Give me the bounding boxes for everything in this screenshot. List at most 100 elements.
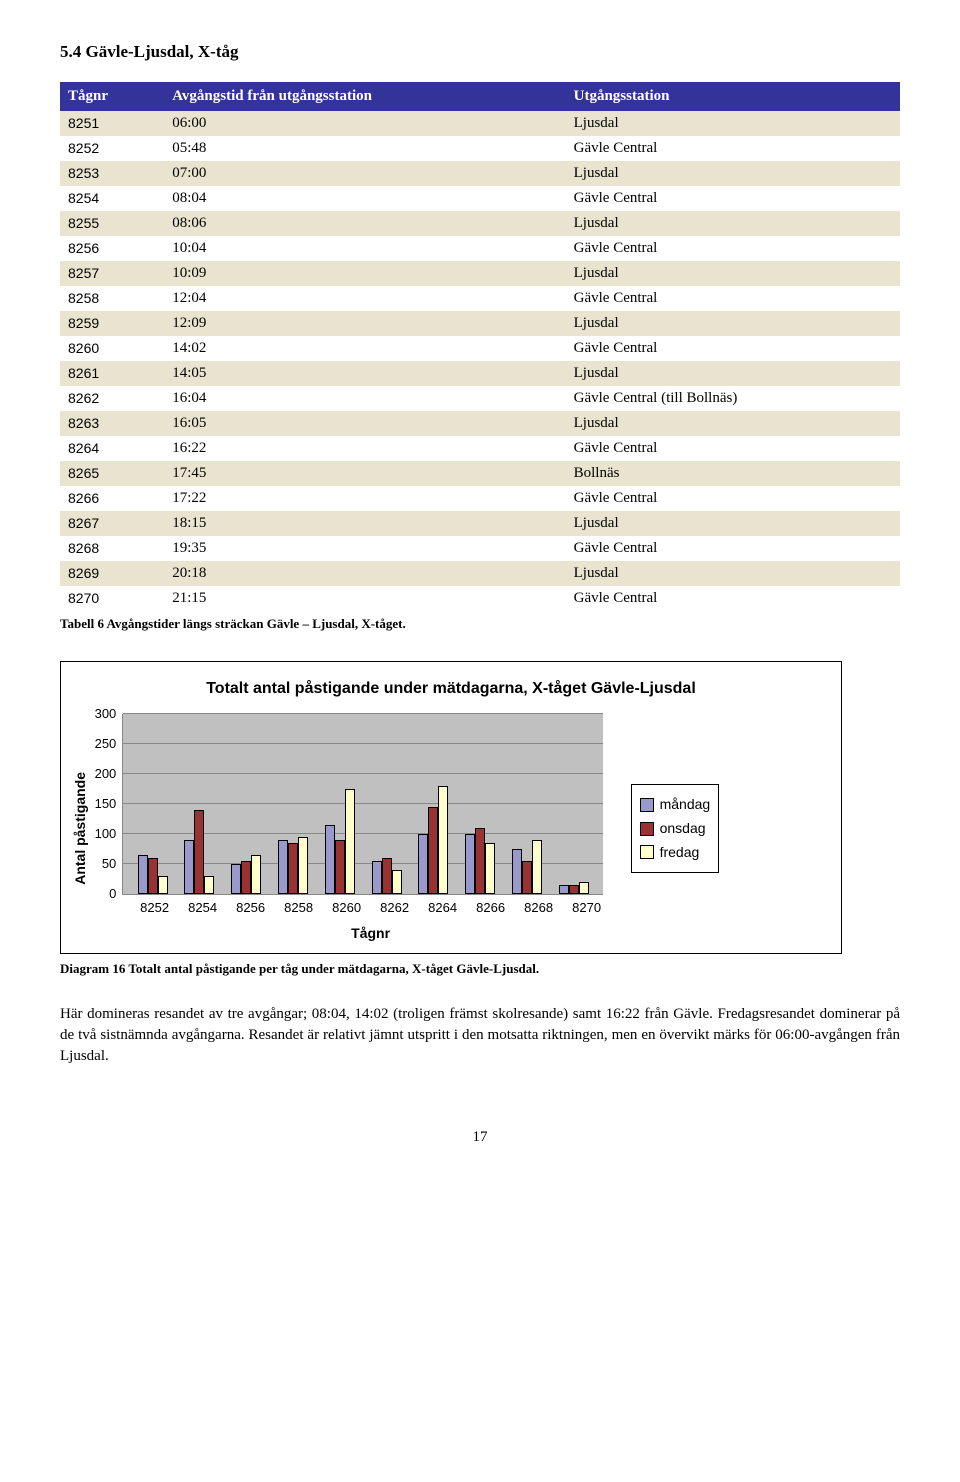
cell-station: Gävle Central [566, 436, 900, 461]
legend-item: måndag [640, 795, 711, 815]
cell-tagnr: 8260 [60, 336, 164, 361]
bar [298, 837, 308, 894]
table-row: 825610:04Gävle Central [60, 236, 900, 261]
cell-tagnr: 8267 [60, 511, 164, 536]
legend-label: fredag [660, 843, 700, 863]
table-row: 826920:18Ljusdal [60, 561, 900, 586]
bar [251, 855, 261, 894]
legend-label: måndag [660, 795, 711, 815]
cell-time: 18:15 [164, 511, 565, 536]
bar [418, 834, 428, 894]
cell-station: Gävle Central [566, 236, 900, 261]
bar [204, 876, 214, 894]
bar [278, 840, 288, 894]
table-row: 827021:15Gävle Central [60, 586, 900, 611]
section-title: 5.4 Gävle-Ljusdal, X-tåg [60, 40, 900, 64]
bar-group [184, 810, 214, 894]
bar [335, 840, 345, 894]
table-row: 826617:22Gävle Central [60, 486, 900, 511]
x-tick-label: 8252 [140, 899, 169, 917]
bar [532, 840, 542, 894]
table-row: 826316:05Ljusdal [60, 411, 900, 436]
bar [438, 786, 448, 894]
table-row: 826014:02Gävle Central [60, 336, 900, 361]
cell-tagnr: 8268 [60, 536, 164, 561]
bar [184, 840, 194, 894]
cell-station: Gävle Central [566, 286, 900, 311]
bar [392, 870, 402, 894]
x-ticks: 8252825482568258826082628264826682688270 [125, 895, 617, 917]
cell-station: Gävle Central [566, 536, 900, 561]
table-row: 825912:09Ljusdal [60, 311, 900, 336]
cell-time: 08:06 [164, 211, 565, 236]
bar [148, 858, 158, 894]
bar [345, 789, 355, 894]
legend-swatch [640, 798, 654, 812]
cell-time: 16:22 [164, 436, 565, 461]
bar [241, 861, 251, 894]
x-tick-label: 8258 [284, 899, 313, 917]
bar [372, 861, 382, 894]
table-row: 826216:04Gävle Central (till Bollnäs) [60, 386, 900, 411]
bar [465, 834, 475, 894]
cell-tagnr: 8266 [60, 486, 164, 511]
cell-time: 05:48 [164, 136, 565, 161]
cell-station: Ljusdal [566, 111, 900, 136]
yaxis-label: Antal påstigande [71, 772, 91, 885]
cell-station: Gävle Central [566, 186, 900, 211]
cell-station: Bollnäs [566, 461, 900, 486]
table-row: 825408:04Gävle Central [60, 186, 900, 211]
x-tick-label: 8270 [572, 899, 601, 917]
table-row: 826819:35Gävle Central [60, 536, 900, 561]
legend-item: onsdag [640, 819, 711, 839]
table-row: 825710:09Ljusdal [60, 261, 900, 286]
cell-time: 20:18 [164, 561, 565, 586]
cell-time: 14:02 [164, 336, 565, 361]
cell-tagnr: 8264 [60, 436, 164, 461]
legend-swatch [640, 845, 654, 859]
bar [138, 855, 148, 894]
bar [325, 825, 335, 894]
cell-tagnr: 8252 [60, 136, 164, 161]
bar [194, 810, 204, 894]
chart-caption: Diagram 16 Totalt antal påstigande per t… [60, 960, 900, 978]
bar-group [372, 858, 402, 894]
bar-group [418, 786, 448, 894]
cell-tagnr: 8270 [60, 586, 164, 611]
body-paragraph: Här domineras resandet av tre avgångar; … [60, 1004, 900, 1067]
bar [475, 828, 485, 894]
x-tick-label: 8256 [236, 899, 265, 917]
cell-tagnr: 8256 [60, 236, 164, 261]
cell-station: Gävle Central [566, 336, 900, 361]
table-header-row: Tågnr Avgångstid från utgångsstation Utg… [60, 82, 900, 111]
bar [559, 885, 569, 894]
table-caption: Tabell 6 Avgångstider längs sträckan Gäv… [60, 615, 900, 633]
bar [231, 864, 241, 894]
table-row: 825205:48Gävle Central [60, 136, 900, 161]
cell-time: 10:04 [164, 236, 565, 261]
page-number: 17 [60, 1127, 900, 1148]
col-header-time: Avgångstid från utgångsstation [164, 82, 565, 111]
cell-tagnr: 8253 [60, 161, 164, 186]
table-row: 826416:22Gävle Central [60, 436, 900, 461]
cell-station: Ljusdal [566, 511, 900, 536]
cell-tagnr: 8269 [60, 561, 164, 586]
cell-station: Gävle Central [566, 586, 900, 611]
cell-tagnr: 8265 [60, 461, 164, 486]
bar [485, 843, 495, 894]
cell-tagnr: 8263 [60, 411, 164, 436]
cell-tagnr: 8259 [60, 311, 164, 336]
cell-time: 17:45 [164, 461, 565, 486]
cell-time: 16:04 [164, 386, 565, 411]
cell-time: 17:22 [164, 486, 565, 511]
legend-item: fredag [640, 843, 711, 863]
cell-station: Ljusdal [566, 261, 900, 286]
table-row: 826114:05Ljusdal [60, 361, 900, 386]
bars-row [123, 714, 603, 894]
bar-group [465, 828, 495, 894]
bar [569, 885, 579, 894]
cell-time: 12:04 [164, 286, 565, 311]
cell-station: Gävle Central (till Bollnäs) [566, 386, 900, 411]
bar-group [278, 837, 308, 894]
schedule-table: Tågnr Avgångstid från utgångsstation Utg… [60, 82, 900, 611]
